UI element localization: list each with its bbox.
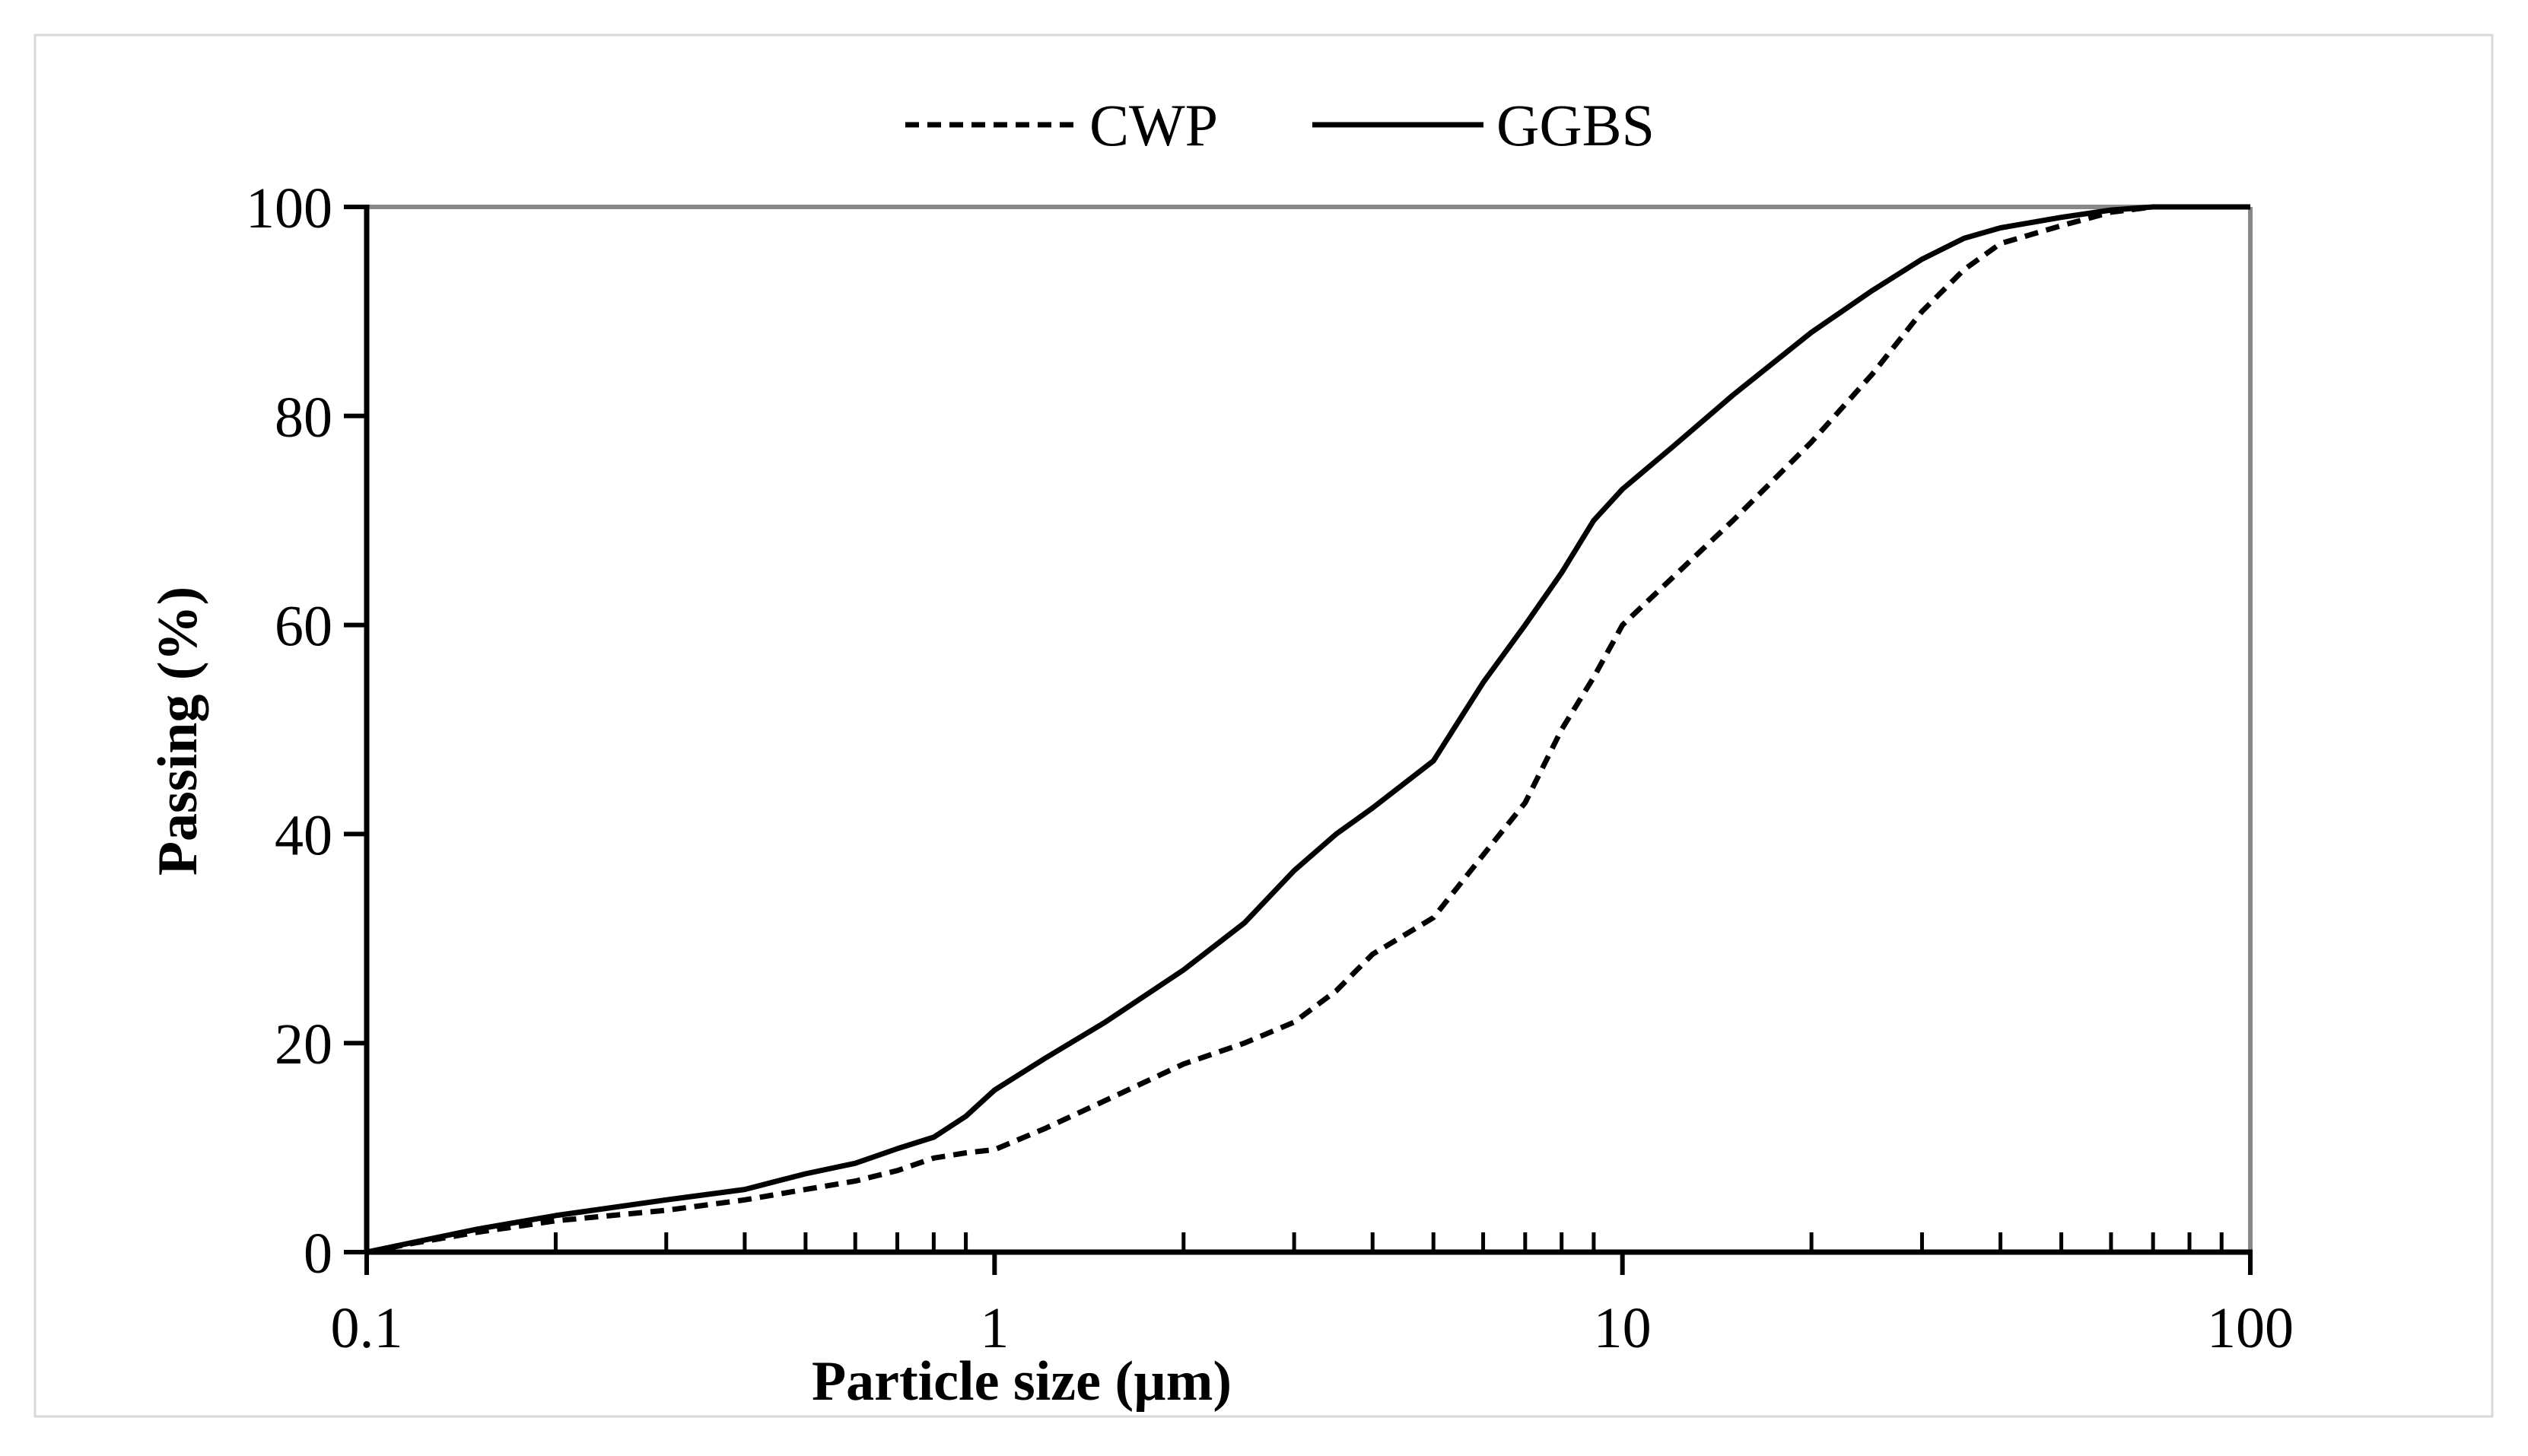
series-layer xyxy=(366,204,2250,1255)
x-tick-label-100: 100 xyxy=(2207,1296,2294,1360)
y-axis-title: Passing (%) xyxy=(147,587,209,876)
y-tick-label-60: 60 xyxy=(275,595,332,659)
x-tick-label-1: 1 xyxy=(980,1296,1009,1360)
x-tick-label-10: 10 xyxy=(1594,1296,1652,1360)
tick-labels: 0 20 40 60 80 100 0.1 1 10 100 xyxy=(246,176,2294,1360)
series-line-cwp xyxy=(366,204,2250,1255)
y-tick-label-80: 80 xyxy=(275,386,332,450)
axes xyxy=(344,205,2253,1275)
y-tick-label-40: 40 xyxy=(275,803,332,867)
plot-frame xyxy=(367,205,2253,1252)
x-axis-title: Particle size (µm) xyxy=(812,1350,1232,1413)
series-line-ggbs xyxy=(366,204,2250,1255)
y-tick-label-20: 20 xyxy=(275,1013,332,1076)
chart-border xyxy=(33,33,2494,1418)
y-tick-label-0: 0 xyxy=(304,1222,332,1286)
legend-label-ggbs: GGBS xyxy=(1496,92,1655,158)
legend-label-cwp: CWP xyxy=(1089,92,1218,158)
x-tick-label-0-1: 0.1 xyxy=(331,1296,403,1360)
legend: CWP GGBS xyxy=(905,92,1655,158)
y-tick-label-100: 100 xyxy=(246,176,332,240)
